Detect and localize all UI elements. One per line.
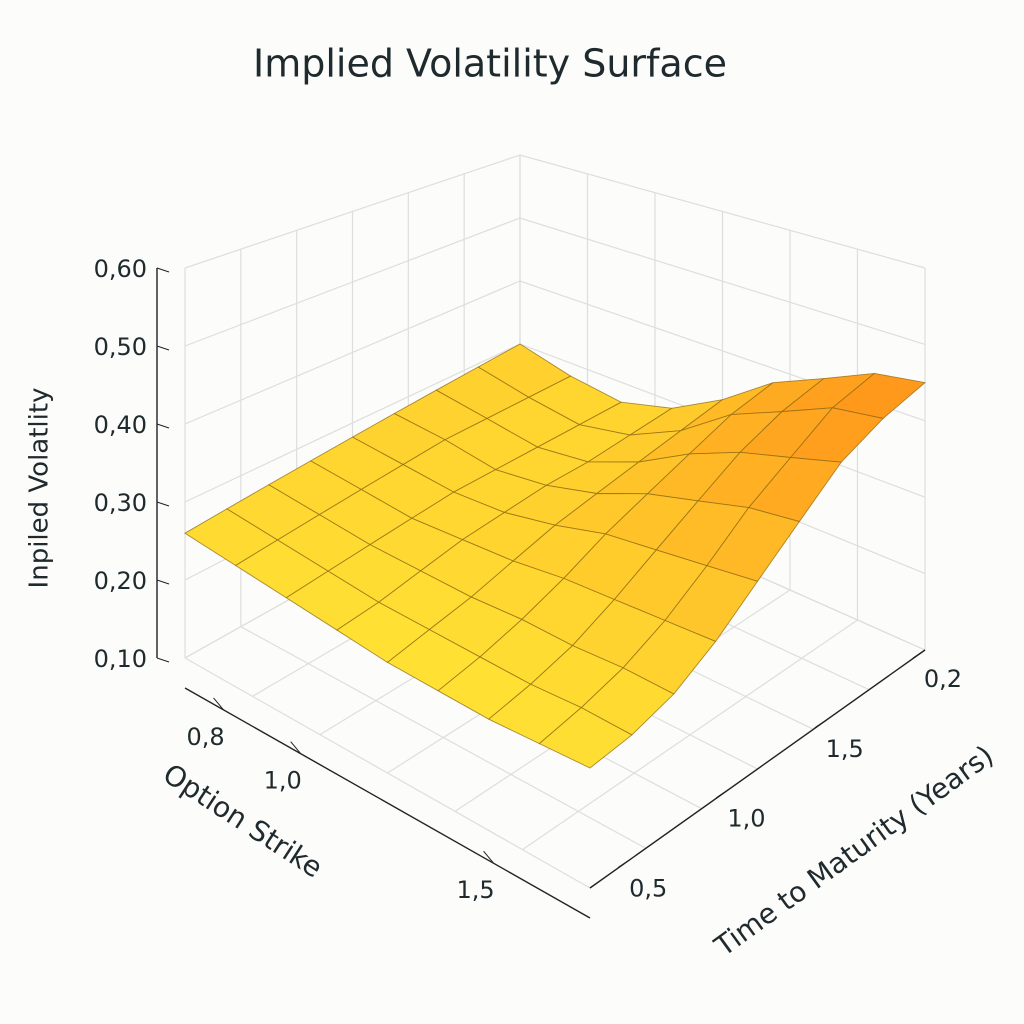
z-tick <box>156 423 170 429</box>
x-tick <box>213 697 224 711</box>
y-tick-label: 0,5 <box>629 874 667 902</box>
z-tick-label: 0,30 <box>94 489 147 517</box>
x-tick-label: 1,0 <box>264 767 302 795</box>
y-tick <box>716 789 729 799</box>
z-tick <box>156 657 170 663</box>
z-tick <box>156 579 170 585</box>
y-tick <box>617 859 631 868</box>
z-tick <box>156 267 170 273</box>
z-tick-label: 0,20 <box>94 567 147 595</box>
z-tick-label: 0,60 <box>94 255 147 283</box>
y-tick-label: 1,5 <box>826 735 864 763</box>
y-tick-label: 1,0 <box>727 805 765 833</box>
y-tick-label: 0,2 <box>924 665 962 693</box>
z-tick <box>156 501 170 507</box>
grid-line <box>184 154 926 269</box>
x-axis-label: Option Strike <box>157 757 328 884</box>
x-tick-label: 1,5 <box>456 876 494 904</box>
z-tick <box>156 345 170 351</box>
y-tick <box>912 649 926 659</box>
surface-cell <box>538 707 633 769</box>
y-tick <box>814 719 828 729</box>
z-tick-label: 0,10 <box>94 645 147 673</box>
grid-line <box>184 217 926 347</box>
z-axis-label: Inpiled Volatlity <box>25 388 55 589</box>
x-axis <box>184 687 591 919</box>
chart-title: Implied Volatility Surface <box>253 42 727 86</box>
x-tick <box>290 741 302 755</box>
grid-line <box>184 280 926 425</box>
y-axis <box>589 649 926 889</box>
z-tick-label: 0,40 <box>94 411 147 439</box>
x-tick <box>483 850 494 864</box>
z-tick-label: 0,50 <box>94 333 147 361</box>
x-tick-label: 0,8 <box>186 723 224 751</box>
